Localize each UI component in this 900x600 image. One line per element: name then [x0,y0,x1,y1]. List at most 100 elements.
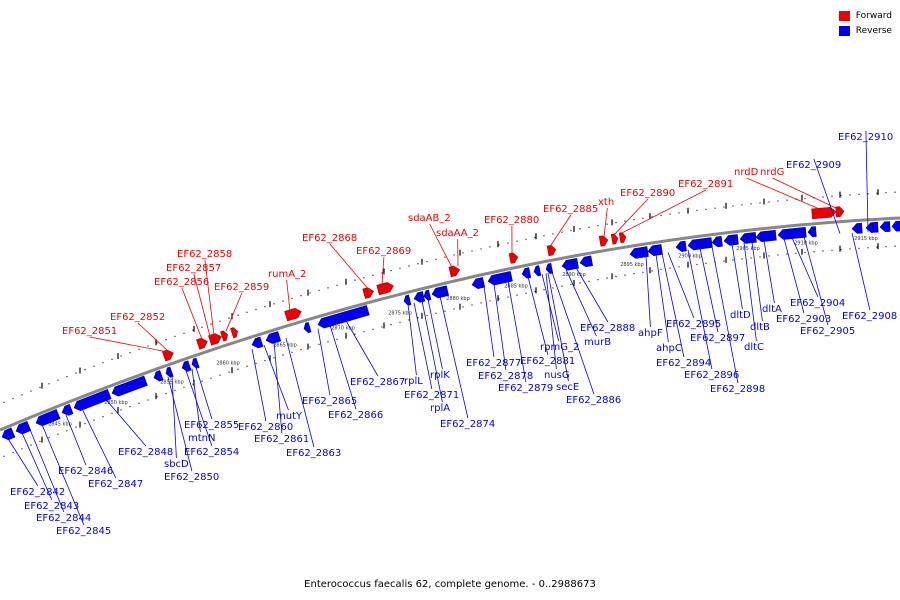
forward-gene-label[interactable]: EF62_2857 [166,263,221,274]
reverse-gene-arrow[interactable] [711,236,723,248]
reverse-gene-label[interactable]: EF62_2871 [404,390,459,401]
reverse-gene-label[interactable]: rplA [430,403,450,414]
reverse-gene-label[interactable]: EF62_2894 [656,358,711,369]
reverse-gene-label[interactable]: EF62_2888 [580,323,635,334]
forward-gene-arrow[interactable] [230,327,239,339]
reverse-gene-arrow[interactable] [561,258,579,271]
reverse-gene-label[interactable]: EF62_2842 [10,487,65,498]
reverse-gene-label[interactable]: EF62_2881 [520,356,575,367]
reverse-gene-arrow[interactable] [687,237,713,251]
reverse-gene-label[interactable]: EF62_2860 [238,422,293,433]
forward-gene-label[interactable]: xth [598,197,614,208]
forward-gene-label[interactable]: nrdG [760,167,784,178]
reverse-gene-label[interactable]: dltB [750,322,770,333]
forward-gene-arrow[interactable] [508,252,519,264]
reverse-gene-label[interactable]: EF62_2844 [36,513,91,524]
reverse-gene-arrow[interactable] [0,427,16,442]
reverse-gene-arrow[interactable] [879,221,891,233]
reverse-gene-label[interactable]: dltD [730,310,751,321]
reverse-gene-label[interactable]: EF62_2896 [684,370,739,381]
reverse-gene-arrow[interactable] [739,232,757,244]
reverse-gene-label[interactable]: EF62_2866 [328,410,383,421]
reverse-gene-label[interactable]: EF62_2904 [790,298,845,309]
reverse-gene-label[interactable]: rplL [404,376,423,387]
reverse-gene-label[interactable]: EF62_2867 [350,377,405,388]
reverse-gene-arrow[interactable] [629,246,649,260]
forward-gene-arrow[interactable] [376,281,395,296]
reverse-gene-label[interactable]: EF62_2847 [88,479,143,490]
reverse-gene-label[interactable]: EF62_2865 [302,396,357,407]
forward-gene-label[interactable]: EF62_2890 [620,188,675,199]
forward-gene-label[interactable]: EF62_2851 [62,326,117,337]
reverse-gene-label[interactable]: EF62_2909 [786,160,841,171]
reverse-gene-label[interactable]: EF62_2855 [184,420,239,431]
forward-gene-arrow[interactable] [598,235,609,247]
reverse-gene-label[interactable]: EF62_2908 [842,311,897,322]
reverse-gene-label[interactable]: EF62_2877 [466,358,521,369]
forward-gene-label[interactable]: EF62_2852 [110,312,165,323]
reverse-gene-label[interactable]: EF62_2861 [254,434,309,445]
reverse-gene-arrow[interactable] [777,227,807,240]
reverse-gene-label[interactable]: rplK [430,370,450,381]
forward-gene-arrow[interactable] [546,244,557,257]
reverse-gene-arrow[interactable] [110,375,148,398]
reverse-gene-label[interactable]: EF62_2843 [24,501,79,512]
reverse-gene-arrow[interactable] [265,331,282,345]
reverse-gene-arrow[interactable] [545,262,554,274]
reverse-gene-arrow[interactable] [675,240,687,252]
reverse-gene-arrow[interactable] [180,360,192,373]
reverse-gene-label[interactable]: EF62_2878 [478,371,533,382]
reverse-gene-arrow[interactable] [723,234,739,246]
forward-gene-arrow[interactable] [362,286,375,299]
forward-gene-arrow[interactable] [220,330,229,342]
reverse-gene-label[interactable]: EF62_2854 [184,447,239,458]
reverse-gene-label[interactable]: EF62_2845 [56,526,111,537]
reverse-gene-arrow[interactable] [413,291,426,303]
reverse-gene-label[interactable]: sbcD [164,459,189,470]
reverse-gene-label[interactable]: EF62_2903 [776,314,831,325]
reverse-gene-label[interactable]: EF62_2879 [498,383,553,394]
reverse-gene-arrow[interactable] [72,389,112,412]
reverse-gene-arrow[interactable] [521,267,532,279]
reverse-gene-label[interactable]: dltA [762,304,782,315]
reverse-gene-label[interactable]: mtnN [188,433,215,444]
reverse-gene-arrow[interactable] [851,222,863,234]
reverse-gene-arrow[interactable] [303,322,312,334]
forward-gene-label[interactable]: EF62_2858 [177,249,232,260]
reverse-gene-label[interactable]: EF62_2846 [58,466,113,477]
reverse-gene-label[interactable]: EF62_2910 [838,132,893,143]
reverse-gene-arrow[interactable] [60,403,74,417]
reverse-gene-label[interactable]: murB [584,337,611,348]
forward-gene-label[interactable]: rumA_2 [268,269,306,280]
reverse-gene-arrow[interactable] [891,220,900,232]
forward-gene-label[interactable]: sdaAA_2 [436,228,479,239]
forward-gene-arrow[interactable] [618,232,627,244]
reverse-gene-label[interactable]: EF62_2886 [566,395,621,406]
forward-gene-arrow[interactable] [208,332,223,346]
reverse-gene-arrow[interactable] [533,265,542,277]
forward-gene-label[interactable]: EF62_2891 [678,179,733,190]
reverse-gene-arrow[interactable] [865,221,879,233]
reverse-gene-arrow[interactable] [471,277,486,289]
forward-gene-label[interactable]: nrdD [734,167,759,178]
reverse-gene-label[interactable]: EF62_2897 [690,333,745,344]
forward-gene-arrow[interactable] [835,206,845,218]
forward-gene-arrow[interactable] [162,348,175,362]
reverse-gene-label[interactable]: EF62_2848 [118,447,173,458]
reverse-gene-label[interactable]: rpmG_2 [540,342,579,353]
reverse-gene-arrow[interactable] [14,420,32,436]
forward-gene-label[interactable]: EF62_2880 [484,215,539,226]
forward-gene-label[interactable]: EF62_2859 [214,282,269,293]
forward-gene-arrow[interactable] [196,337,209,350]
reverse-gene-arrow[interactable] [423,289,432,301]
reverse-gene-label[interactable]: ahpC [656,343,682,354]
reverse-gene-arrow[interactable] [755,229,777,243]
reverse-gene-label[interactable]: mutY [276,411,303,422]
reverse-gene-arrow[interactable] [152,370,164,382]
reverse-gene-label[interactable]: EF62_2895 [666,319,721,330]
reverse-gene-label[interactable]: EF62_2898 [710,384,765,395]
forward-gene-label[interactable]: sdaAB_2 [408,213,451,224]
reverse-gene-arrow[interactable] [403,294,412,306]
reverse-gene-label[interactable]: dltC [744,342,764,353]
forward-gene-label[interactable]: EF62_2856 [154,277,209,288]
